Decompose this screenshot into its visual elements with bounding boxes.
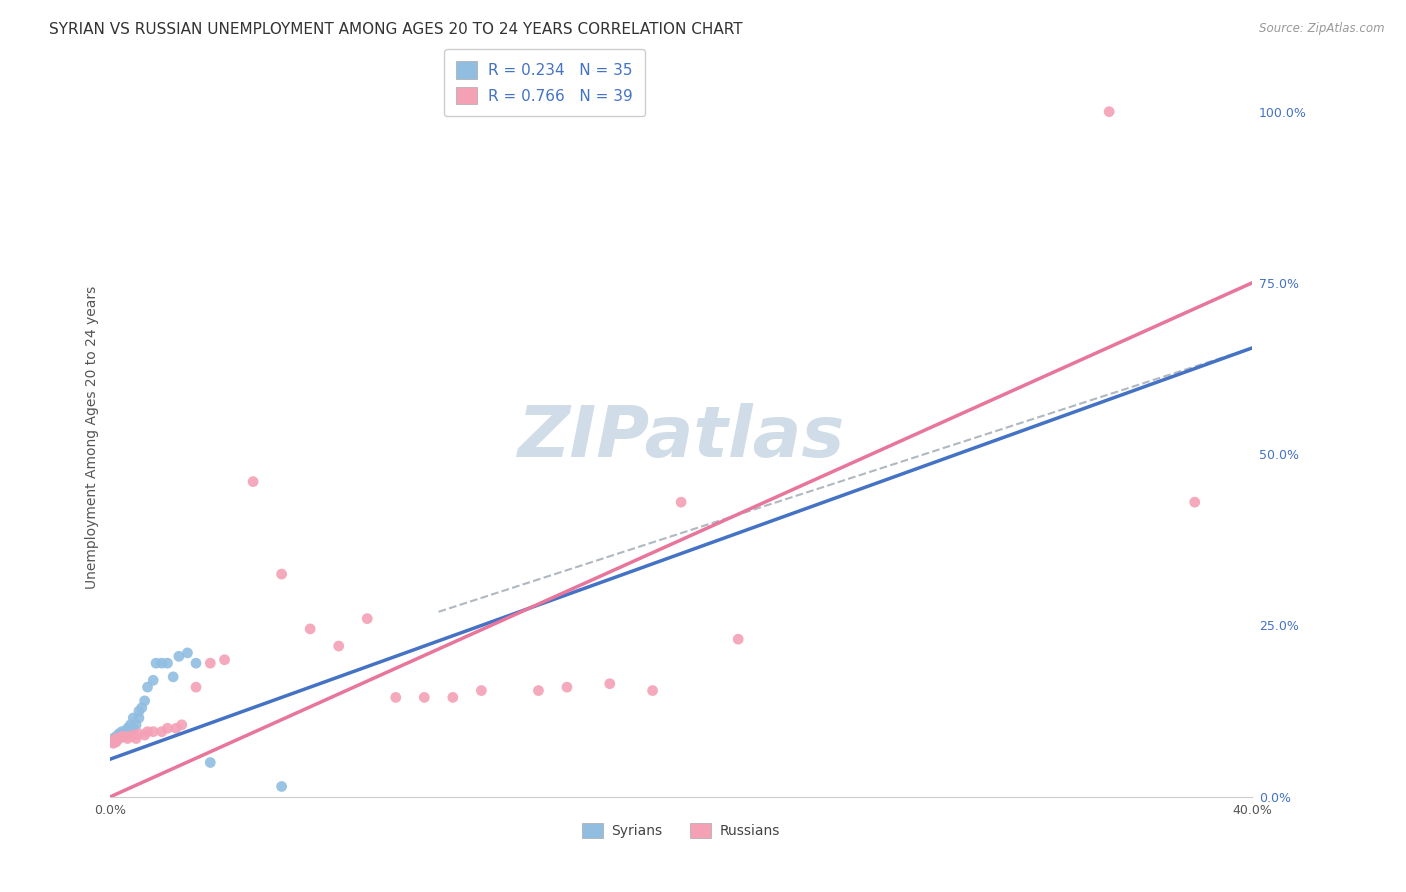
Point [170,718,193,732]
Point [128,711,150,725]
Point [120,723,142,737]
Point [134,728,156,742]
Point [114,730,136,744]
Point [108,727,131,741]
Point [117,731,139,746]
Point [108,731,131,746]
Point [114,728,136,742]
Point [413,690,436,705]
Point [122,711,145,725]
Point [299,622,322,636]
Point [103,731,125,746]
Point [384,690,406,705]
Point [134,694,156,708]
Point [165,721,187,735]
Point [555,680,578,694]
Point [136,680,159,694]
Point [111,730,134,744]
Point [142,673,165,688]
Point [328,639,350,653]
Point [441,690,464,705]
Point [125,731,148,746]
Point [167,649,190,664]
Point [111,727,134,741]
Point [641,683,664,698]
Point [184,680,207,694]
Point [727,632,749,647]
Point [184,656,207,670]
Point [162,670,184,684]
Point [103,736,125,750]
Point [470,683,492,698]
Point [270,780,292,794]
Point [136,724,159,739]
Point [669,495,692,509]
Y-axis label: Unemployment Among Ages 20 to 24 years: Unemployment Among Ages 20 to 24 years [86,285,100,589]
Point [1184,495,1206,509]
Point [117,724,139,739]
Point [150,724,173,739]
Point [200,756,222,770]
Point [111,724,134,739]
Point [356,612,378,626]
Point [200,656,222,670]
Text: Source: ZipAtlas.com: Source: ZipAtlas.com [1260,22,1385,36]
Point [111,730,134,744]
Point [122,728,145,742]
Point [156,656,179,670]
Point [108,728,131,742]
Point [125,718,148,732]
Point [150,656,173,670]
Text: SYRIAN VS RUSSIAN UNEMPLOYMENT AMONG AGES 20 TO 24 YEARS CORRELATION CHART: SYRIAN VS RUSSIAN UNEMPLOYMENT AMONG AGE… [49,22,742,37]
Point [176,646,198,660]
Point [214,653,236,667]
Point [105,731,128,746]
Point [120,718,142,732]
Legend: Syrians, Russians: Syrians, Russians [576,818,786,844]
Point [1098,104,1121,119]
Point [270,567,292,582]
Point [131,700,153,714]
Point [142,724,165,739]
Point [122,721,145,735]
Point [242,475,264,489]
Point [145,656,167,670]
Point [128,704,150,718]
Point [156,721,179,735]
Point [114,724,136,739]
Point [105,735,128,749]
Point [108,731,131,746]
Point [527,683,550,698]
Text: ZIPatlas: ZIPatlas [517,402,845,472]
Point [599,676,621,690]
Point [114,730,136,744]
Point [128,727,150,741]
Point [105,730,128,744]
Point [103,733,125,747]
Point [117,721,139,735]
Point [105,733,128,747]
Point [120,730,142,744]
Point [103,735,125,749]
